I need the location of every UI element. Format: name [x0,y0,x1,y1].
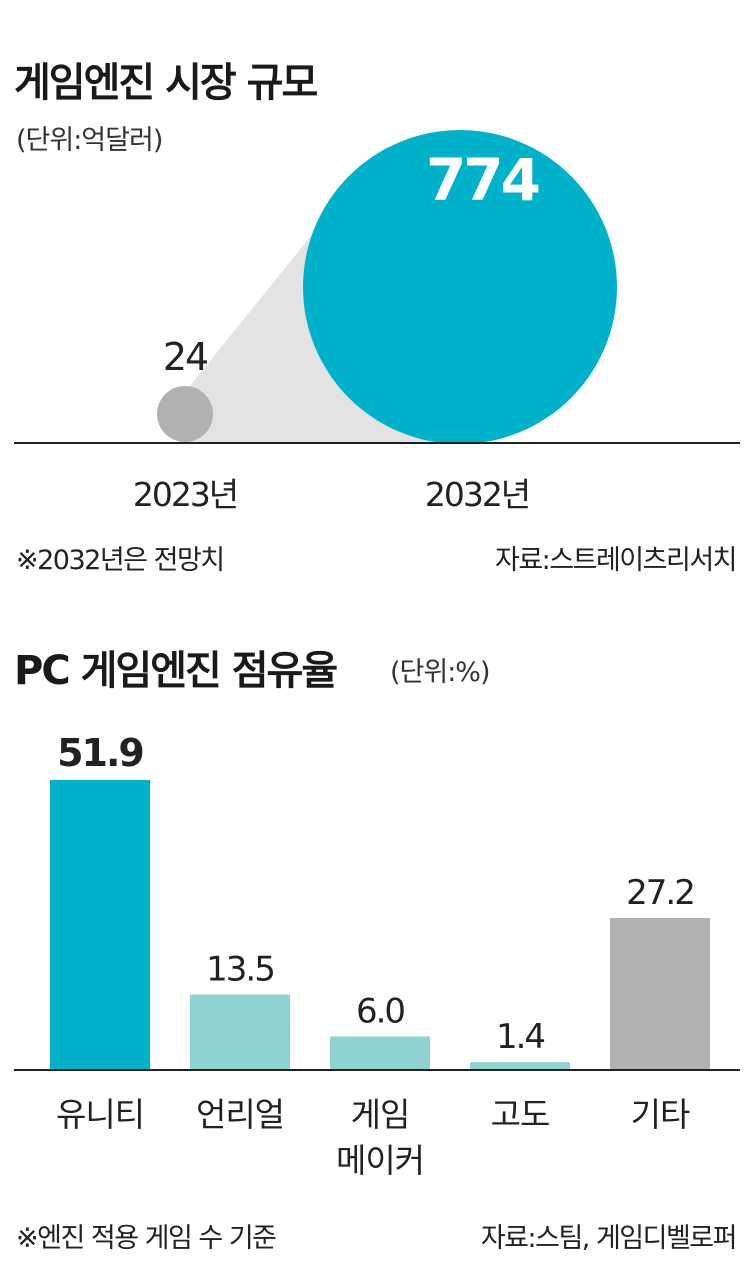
category-label-0-0: 유니티 [56,1095,144,1134]
chart1-source: 자료:스트레이츠리서치 [495,545,738,576]
bar-3 [470,1062,570,1070]
chart1-unit: (단위:억달러) [16,125,163,156]
chart2-source: 자료:스팀, 게임디벨로퍼 [480,1223,738,1254]
bar-value-label-1: 13.5 [206,950,274,990]
bubble-2023 [157,386,213,442]
bar-value-label-3: 1.4 [496,1017,544,1057]
value-label-2032: 774 [426,146,539,214]
bar-2 [330,1036,430,1070]
category-label-4-0: 기타 [631,1095,690,1134]
bubble-2032 [303,130,617,444]
category-label-2-1: 메이커 [336,1141,424,1180]
chart2-unit: (단위:%) [390,657,490,688]
bar-value-label-2: 6.0 [356,991,404,1031]
market-size-bubble-chart: 24 774 2023년 2032년 [14,130,740,514]
bar-value-label-0: 51.9 [57,731,143,775]
value-label-2023: 24 [163,335,208,379]
category-label-3-0: 고도 [491,1095,550,1134]
category-label-2-0: 게임 [351,1095,410,1134]
bar-1 [190,994,290,1070]
chart1-title: 게임엔진 시장 규모 [14,60,318,106]
bar-4 [610,918,710,1070]
bar-value-label-4: 27.2 [626,873,694,913]
category-label-1-0: 언리얼 [196,1095,284,1134]
chart2-title: PC 게임엔진 점유율 [14,648,338,694]
year-label-2032: 2032년 [425,475,529,514]
chart2-note: ※엔진 적용 게임 수 기준 [16,1223,277,1254]
year-label-2023: 2023년 [133,475,237,514]
chart1-note: ※2032년은 전망치 [16,545,225,576]
bar-0 [50,780,150,1070]
